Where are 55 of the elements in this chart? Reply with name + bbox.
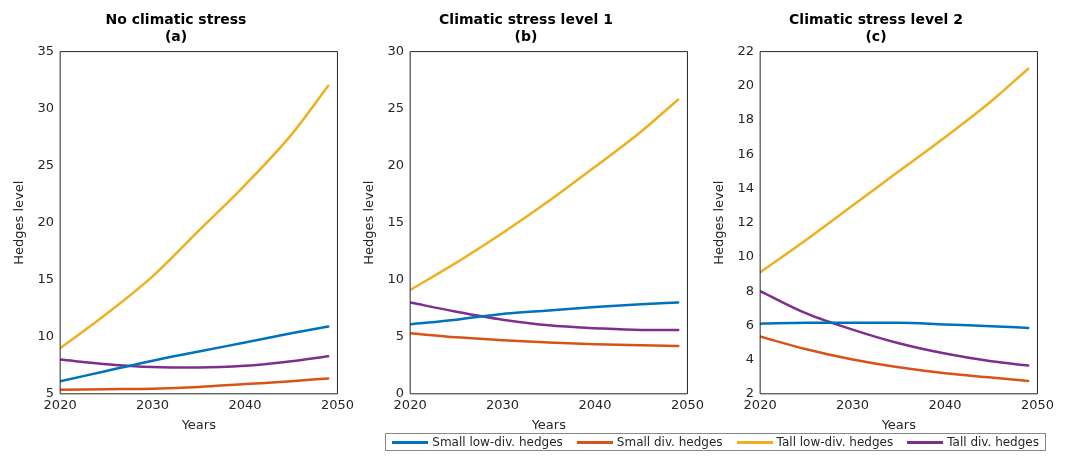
x-tick-label: 2030 [486,396,520,412]
line-series [410,301,680,332]
x-axis-title: Years [530,416,567,432]
x-tick-label: 2050 [670,396,704,412]
y-tick-label: 20 [737,77,755,93]
x-tick-label: 2050 [1020,396,1054,412]
line-series [60,377,330,392]
line-series [60,84,330,350]
line-series [60,354,330,369]
x-tick-label: 2040 [228,396,262,412]
x-axis-title: Years [180,416,217,432]
y-tick-label: 10 [737,248,755,264]
line-series [60,325,330,383]
line-series [410,301,680,326]
x-tick-label: 2040 [578,396,612,412]
x-tick-label: 2040 [928,396,962,412]
y-tick-label: 25 [387,100,405,116]
line-series [760,335,1030,383]
y-tick-label: 4 [745,350,755,366]
legend-label: Tall low-div. hedges [776,435,894,449]
y-tick-label: 16 [737,145,755,161]
y-tick-label: 35 [37,42,55,58]
x-tick-label: 2030 [836,396,870,412]
y-axis-title: Hedges level [711,180,727,265]
y-tick-label: 8 [745,282,755,298]
legend-label: Small div. hedges [616,435,723,449]
legend-label: Tall div. hedges [947,435,1039,449]
y-tick-label: 6 [745,316,755,332]
line-series [410,98,680,292]
y-tick-label: 20 [387,157,405,173]
y-tick-label: 22 [737,42,755,58]
chart-title: Climatic stress level 2 (c) [789,11,963,44]
x-tick-label: 2030 [136,396,170,412]
y-tick-label: 15 [387,214,405,230]
y-axis-title: Hedges level [361,180,377,265]
chart-title: No climatic stress (a) [105,11,247,44]
y-tick-label: 10 [37,328,55,344]
line-series [410,332,680,348]
y-tick-label: 15 [37,271,55,287]
y-tick-label: 30 [37,100,55,116]
y-tick-label: 30 [387,42,405,58]
y-axis-title: Hedges level [11,180,27,265]
chart-title: Climatic stress level 1 (b) [439,11,613,44]
line-series [760,67,1030,274]
y-tick-label: 14 [737,179,755,195]
x-axis-title: Years [880,416,917,432]
y-tick-label: 5 [395,328,405,344]
y-tick-label: 25 [37,157,55,173]
x-tick-label: 2050 [320,396,354,412]
y-tick-label: 20 [37,214,55,230]
y-tick-label: 18 [737,111,755,127]
y-tick-label: 12 [737,214,755,230]
legend-label: Small low-div. hedges [432,435,563,449]
y-tick-label: 10 [387,271,405,287]
line-series [760,289,1030,367]
